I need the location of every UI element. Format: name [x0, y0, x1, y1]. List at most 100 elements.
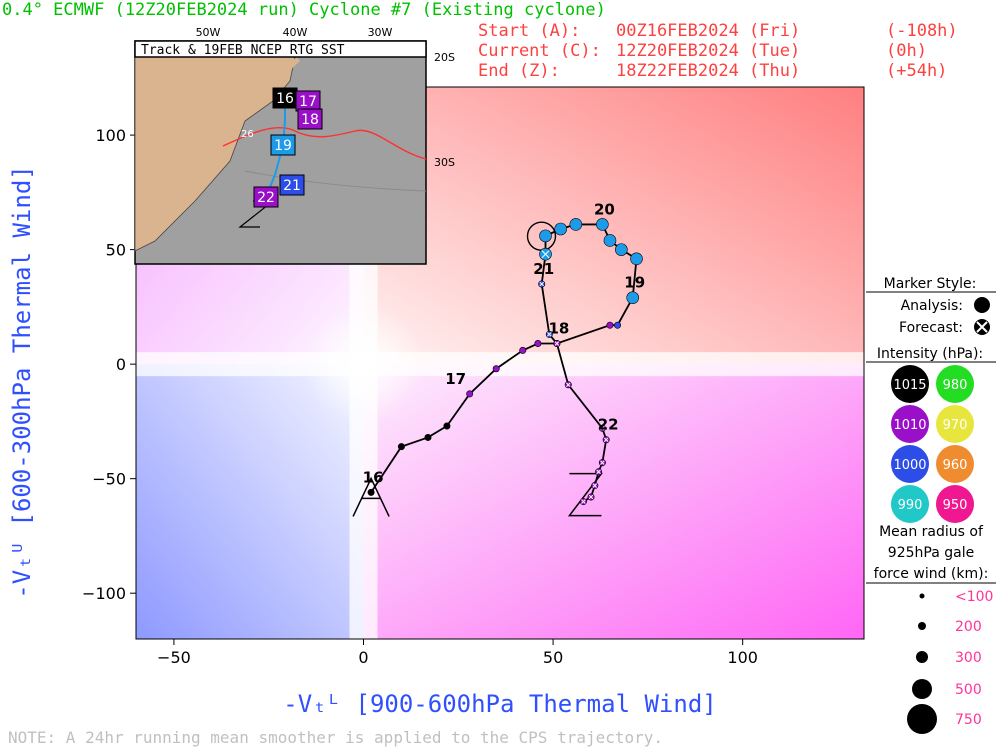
inset-lat-label: 20S: [434, 51, 455, 64]
inset-track-label: 21: [283, 178, 301, 194]
day-label: 16: [363, 468, 384, 486]
forecast-x: [600, 460, 605, 465]
legend-radius-dot: [918, 622, 926, 630]
legend-radius-label: 300: [955, 650, 982, 666]
land-mass: [134, 56, 296, 252]
quadrant-top-right: [363, 87, 864, 365]
legend-radius-dot: [912, 679, 932, 699]
smoother-note: NOTE: A 24hr running mean smoother is ap…: [8, 728, 664, 747]
legend-intensity-label: 980: [943, 378, 968, 393]
legend-intensity-label: 1015: [893, 378, 926, 393]
x-tick-label: 50: [543, 648, 563, 667]
y-tick-label: −50: [92, 470, 126, 489]
track-point: [603, 234, 617, 247]
track-point: [443, 422, 451, 430]
current-label: Current (C):: [478, 41, 601, 61]
forecast-x: [592, 483, 598, 488]
day-label: 22: [598, 416, 619, 434]
x-tick-label: 100: [727, 648, 758, 667]
legend-radius-dot: [919, 593, 925, 599]
track-point: [534, 340, 542, 348]
inset-lat-label: 30S: [434, 156, 455, 169]
legend-intensity-label: 1000: [893, 458, 926, 473]
y-axis-label: -Vₜᵁ [600-300hPa Thermal Wind]: [8, 165, 36, 599]
forecast-x: [603, 437, 609, 443]
inset-track-label: 22: [257, 190, 275, 206]
track-point: [492, 365, 500, 373]
legend-analysis: Analysis:: [901, 298, 963, 314]
y-tick-label: 100: [95, 126, 126, 145]
legend-forecast-x: [976, 321, 988, 333]
current-value: 12Z20FEB2024 (Tue): [616, 41, 801, 61]
legend-radius-label: 500: [955, 682, 982, 698]
forecast-x: [565, 382, 571, 388]
track-point: [614, 321, 622, 329]
legend-radius-title: Mean radius of: [879, 524, 984, 540]
legend-intensity-label: 960: [943, 458, 968, 473]
legend-radius-dot: [907, 704, 937, 734]
forecast-x: [600, 426, 605, 431]
y-tick-label: 50: [106, 241, 126, 260]
legend: Marker Style: Analysis: Forecast: Intensity…: [866, 276, 996, 734]
inset-map: Track & 19FEB NCEP RTG SST 50W 40W 30W 20S 30…: [134, 26, 455, 265]
forecast-x: [596, 469, 601, 475]
day-label: 17: [445, 370, 466, 388]
legend-marker-title: Marker Style:: [884, 276, 977, 292]
legend-analysis-dot: [974, 297, 990, 313]
legend-radius-label: 200: [955, 619, 982, 635]
start-label: Start (A):: [478, 21, 581, 41]
end-label: End (Z):: [478, 61, 560, 81]
sst-shade-line: [244, 170, 427, 192]
legend-intensity-label: 990: [898, 498, 923, 513]
legend-intensity-swatch: [936, 445, 974, 483]
start-marker-A: [352, 476, 390, 517]
title-line: 0.4° ECMWF (12Z20FEB2024 run) Cyclone #7…: [2, 0, 606, 20]
x-tick-label: −50: [157, 648, 191, 667]
axes: −50 0 50 100 −100 −50 0 50 100: [82, 86, 865, 667]
forecast-x: [547, 332, 552, 337]
end-offset: (+54h): [886, 61, 948, 81]
track-point: [466, 390, 474, 398]
track: 16 17 18 19 20 21 22: [352, 200, 645, 517]
track-point: [569, 218, 583, 231]
inset-track-box: [270, 134, 296, 156]
start-offset: (-108h): [886, 21, 958, 41]
legend-intensity-label: 1010: [893, 418, 926, 433]
quadrant-bottom-right: [363, 364, 864, 639]
track-point: [606, 321, 614, 329]
plot-frame: [135, 86, 865, 640]
sst-26-contour: [222, 127, 427, 160]
forecast-x: [588, 494, 594, 500]
track-point: [424, 433, 432, 441]
track-point: [539, 229, 552, 243]
track-point: [397, 443, 405, 451]
inset-lon-label: 30W: [368, 26, 393, 39]
legend-radius-title: 925hPa gale: [888, 545, 974, 561]
y-tick-label: −100: [82, 584, 126, 603]
legend-radius-title: force wind (km):: [874, 566, 989, 582]
inset-track-label: 16: [276, 91, 294, 107]
legend-intensity-swatch: [936, 365, 974, 403]
track-point: [626, 291, 640, 305]
end-value: 18Z22FEB2024 (Thu): [616, 61, 801, 81]
land-mass-north: [280, 57, 300, 75]
track-point: [630, 252, 643, 266]
x-axis-label: -Vₜᴸ [900-600hPa Thermal Wind]: [283, 690, 717, 718]
inset-track-label: 17: [299, 94, 317, 110]
forecast-x: [554, 341, 560, 346]
day-label: 19: [624, 274, 645, 292]
inset-sst-label: 26: [241, 129, 254, 140]
track-point: [519, 346, 527, 354]
track-point: [615, 243, 628, 256]
legend-intensity-label: 950: [943, 498, 968, 513]
forecast-x: [539, 281, 544, 287]
x-tick-label: 0: [358, 648, 368, 667]
legend-intensity-label: 970: [943, 418, 968, 433]
center-glow: [303, 304, 424, 425]
inset-title: Track & 19FEB NCEP RTG SST: [141, 43, 345, 58]
day-label: 20: [594, 200, 615, 218]
legend-radius-label: 750: [955, 712, 982, 728]
inset-track-box: [253, 186, 279, 208]
end-marker-Z: [567, 472, 603, 517]
legend-intensity-swatch: [891, 405, 929, 443]
